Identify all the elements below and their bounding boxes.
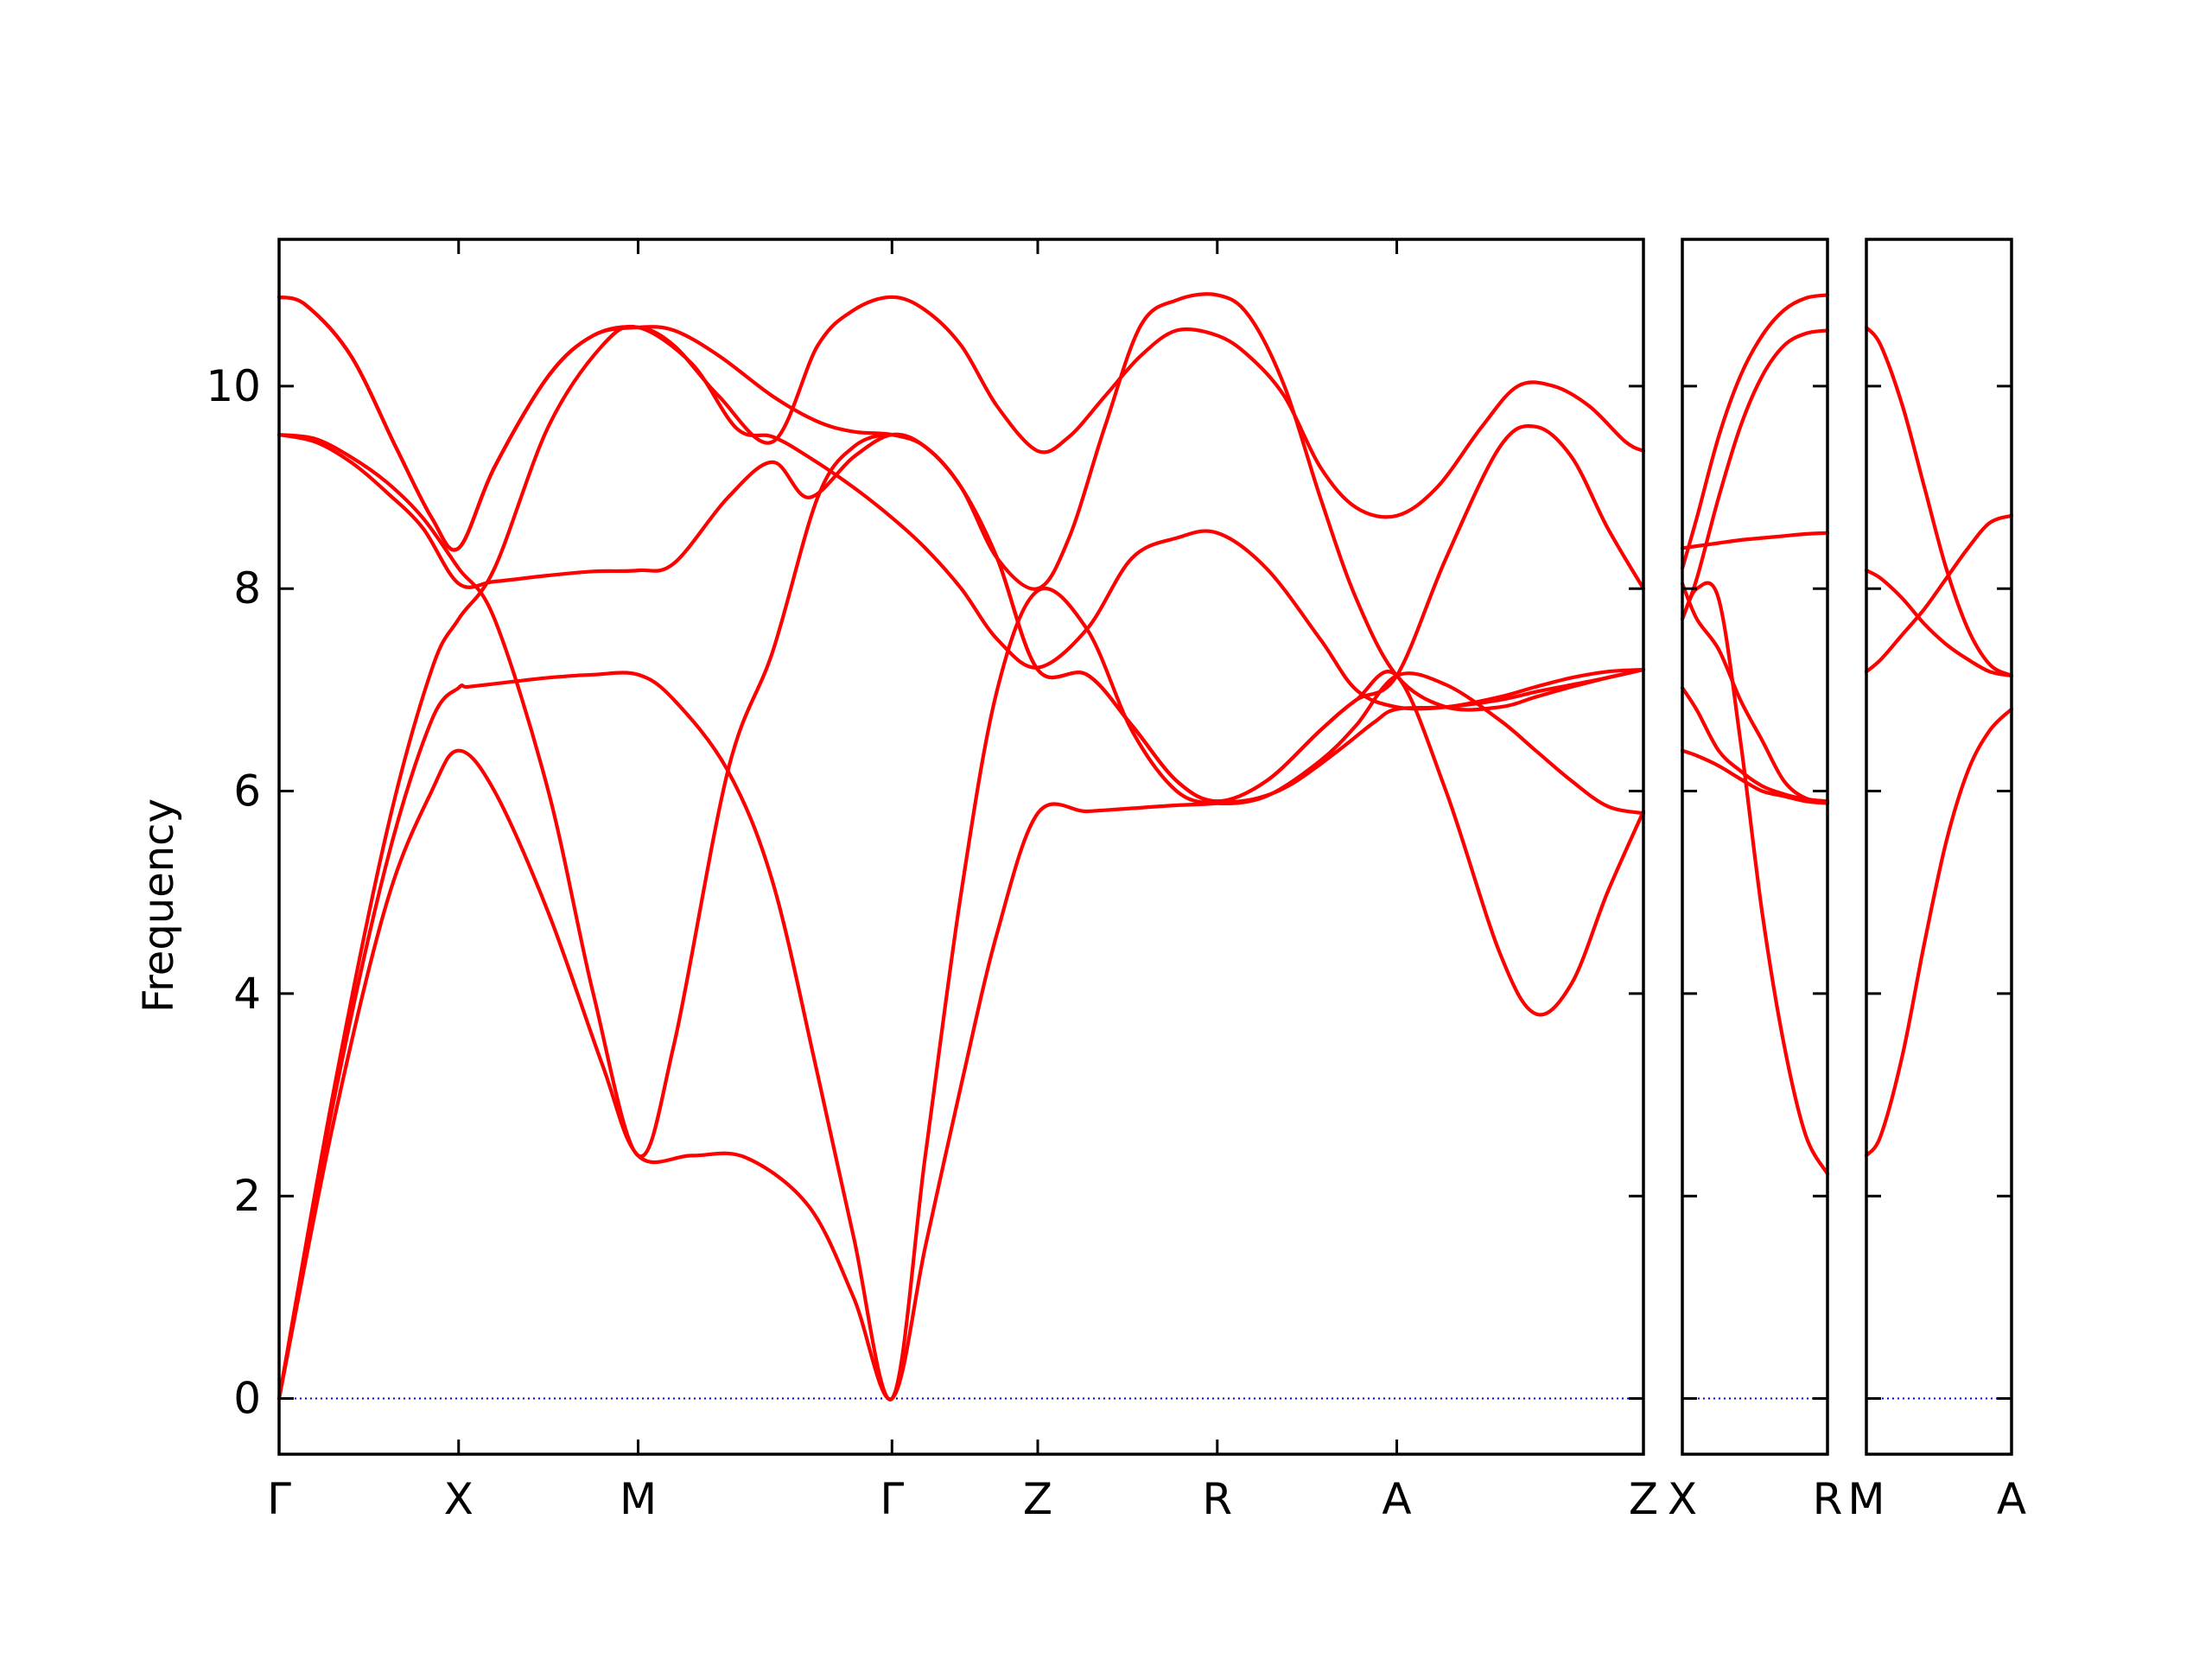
panel3-band-3	[1864, 569, 2014, 678]
y-axis-label: Frequency	[135, 798, 183, 1013]
tick-marks	[277, 239, 2013, 1454]
panel1-x-tick-label: X	[444, 1474, 474, 1524]
y-tick-label: 10	[206, 361, 261, 411]
panel1-x-tick-label: Z	[1023, 1474, 1052, 1524]
panel1-x-tick-label: Z	[1629, 1474, 1658, 1524]
panel1-frame	[277, 238, 1645, 1456]
panel3-x-tick-label: A	[1997, 1474, 2026, 1524]
panel1-band-5	[276, 423, 1646, 804]
band-lines	[276, 292, 2014, 1402]
panel-frames	[277, 238, 2013, 1456]
panel2-band-1	[1680, 748, 1830, 805]
panel2-x-tick-label: R	[1813, 1474, 1843, 1524]
panel1-band-6	[276, 295, 1646, 552]
y-tick-label: 4	[233, 969, 261, 1019]
panel3-x-tick-label: M	[1847, 1474, 1885, 1524]
panel2-band-3	[1680, 581, 1830, 1176]
panel2-band-4	[1680, 582, 1830, 804]
panel3-frame	[1865, 238, 2013, 1456]
panel2-band-5	[1680, 531, 1830, 550]
y-tick-label: 2	[233, 1171, 261, 1221]
panel3-band-1	[1864, 707, 2014, 1158]
panel2-band-6	[1680, 328, 1830, 621]
panel1-band-4	[276, 433, 1646, 1159]
panel1-x-tick-label: A	[1382, 1474, 1411, 1524]
panel2-frame	[1681, 238, 1829, 1456]
panel1-x-tick-label: R	[1202, 1474, 1232, 1524]
panel3-band-2	[1864, 513, 2014, 674]
y-tick-label: 6	[233, 766, 261, 817]
y-tick-label: 0	[233, 1374, 261, 1424]
panel3-band-4	[1864, 325, 2014, 678]
panel1-band-3	[276, 324, 1646, 1401]
panel1-band-1	[276, 667, 1646, 1402]
y-tick-label: 8	[233, 563, 261, 613]
panel1-band-2	[276, 587, 1646, 1402]
panel1-band-7	[276, 292, 1646, 712]
panel2-band-2	[1680, 685, 1830, 804]
panel2-band-7	[1680, 293, 1830, 570]
panel1-x-tick-label: M	[620, 1474, 657, 1524]
panel2-x-tick-label: X	[1668, 1474, 1697, 1524]
panel1-x-tick-label: Γ	[880, 1474, 904, 1524]
panel1-x-tick-label: Γ	[267, 1474, 291, 1524]
